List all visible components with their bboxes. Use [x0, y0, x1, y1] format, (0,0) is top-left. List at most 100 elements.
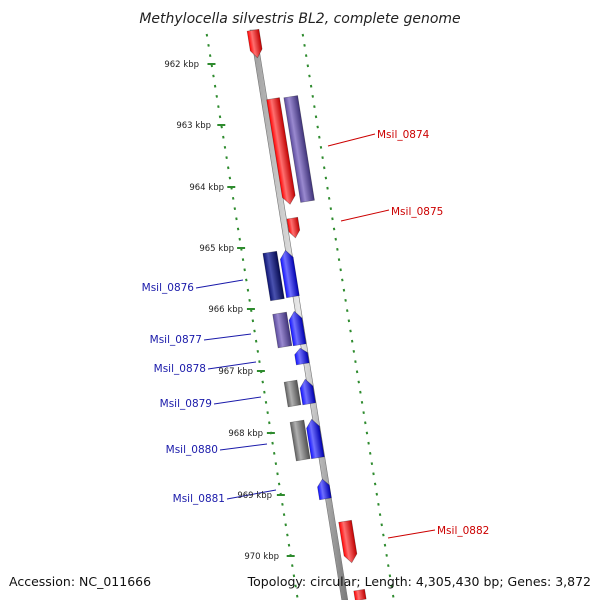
ruler-dot	[233, 207, 237, 211]
ruler-dot	[277, 482, 281, 486]
tick-label: 963 kbp	[176, 121, 211, 131]
ruler-dot	[380, 523, 383, 527]
ruler-dot	[391, 594, 395, 598]
tick-label: 964 kbp	[189, 183, 224, 193]
ruler-dot	[339, 268, 342, 272]
ruler-dot	[308, 74, 311, 78]
ruler-dot	[264, 400, 268, 404]
ruler-dot	[346, 309, 349, 313]
gene-label-msil-0881[interactable]: Msil_0881	[173, 493, 225, 505]
ruler-dot	[271, 441, 274, 445]
gene-label-msil-0875[interactable]: Msil_0875	[391, 206, 443, 218]
ruler-dot	[236, 227, 240, 231]
ruler-dot	[218, 115, 222, 119]
ruler-dot	[365, 431, 369, 435]
ruler-dot	[261, 380, 264, 384]
ruler-dot	[274, 462, 278, 466]
gene-arrow	[283, 379, 302, 408]
ruler-dot	[245, 278, 248, 282]
ruler-dot	[263, 390, 266, 394]
ruler-dot	[370, 462, 374, 466]
gene-label-msil-0874[interactable]: Msil_0874	[377, 129, 430, 141]
ruler-dot	[327, 196, 331, 200]
ruler-dot	[347, 319, 351, 323]
gene-arrow	[306, 418, 325, 460]
ruler-dot	[281, 502, 284, 506]
ruler-dot	[350, 339, 354, 343]
ruler-dot	[352, 349, 356, 353]
ruler-dot	[238, 237, 241, 241]
ruler-dot	[284, 523, 287, 527]
ruler-dot	[344, 298, 347, 302]
ruler-dot	[205, 33, 209, 37]
ruler-dot	[248, 298, 251, 302]
ruler-dot	[336, 247, 339, 251]
gene-arrow	[299, 378, 316, 406]
gene-arrow	[266, 97, 296, 205]
ruler-dot	[313, 105, 316, 109]
gene-arrow	[317, 478, 332, 501]
gene-label-msil-0878[interactable]: Msil_0878	[154, 363, 206, 375]
ruler-dot	[286, 533, 289, 537]
ruler-tracks	[205, 33, 395, 598]
ruler-dot	[268, 421, 271, 425]
gene-arrow	[283, 95, 315, 203]
ruler-dot	[383, 543, 387, 547]
gene-arrow	[246, 28, 263, 59]
ruler-dot	[319, 145, 323, 149]
ruler-dot	[367, 441, 370, 445]
ruler-dot	[321, 156, 324, 160]
ruler-dot	[292, 574, 296, 578]
gene-arrow	[288, 310, 307, 347]
ruler-dot	[251, 319, 255, 323]
ruler-dot	[375, 492, 379, 496]
ruler-dot	[287, 543, 291, 547]
ruler-dot	[294, 584, 297, 588]
ruler-dot	[213, 84, 217, 88]
ruler-dot	[227, 166, 230, 170]
tick-label: 968 kbp	[228, 429, 263, 439]
ruler-dot	[225, 156, 228, 160]
ruler-dot	[314, 115, 318, 119]
ruler-dot	[276, 472, 279, 476]
ruler-dot	[222, 135, 225, 139]
gene-label-msil-0882[interactable]: Msil_0882	[437, 525, 489, 537]
ruler-dot	[324, 176, 328, 180]
gene-label-msil-0880[interactable]: Msil_0880	[166, 444, 218, 456]
gene-arrow	[272, 311, 293, 349]
gene-label-msil-0879[interactable]: Msil_0879	[160, 398, 212, 410]
ruler-dot	[253, 329, 256, 333]
ruler-dot	[301, 33, 305, 37]
ruler-dot	[342, 288, 346, 292]
label-leaders	[195, 133, 436, 539]
ruler-dot	[235, 217, 238, 221]
gene-label-msil-0877[interactable]: Msil_0877	[150, 334, 202, 346]
gene-arrow	[280, 249, 300, 299]
gene-arrow	[286, 216, 301, 239]
ruler-dot	[316, 125, 319, 129]
ruler-dot	[378, 513, 382, 517]
gene-features	[246, 28, 367, 600]
ruler-dot	[304, 54, 308, 58]
ruler-dot	[217, 105, 220, 109]
accession-text: Accession: NC_011666	[9, 574, 151, 589]
ruler-dot	[215, 94, 218, 98]
ruler-dot	[357, 380, 360, 384]
ruler-dot	[334, 237, 337, 241]
ruler-dot	[306, 64, 310, 68]
ruler-dot	[390, 584, 393, 588]
gene-label-msil-0876[interactable]: Msil_0876	[142, 282, 195, 294]
ruler-dot	[295, 594, 299, 598]
ruler-dot	[373, 482, 377, 486]
ruler-dot	[272, 451, 276, 455]
ruler-dot	[241, 258, 245, 262]
ruler-dot	[331, 217, 334, 221]
label-leader-line	[226, 489, 277, 500]
ruler-dot	[311, 94, 314, 98]
gene-arrow	[294, 347, 310, 366]
ruler-dot	[246, 288, 250, 292]
ruler-dot	[231, 196, 235, 200]
ruler-dot	[256, 349, 260, 353]
